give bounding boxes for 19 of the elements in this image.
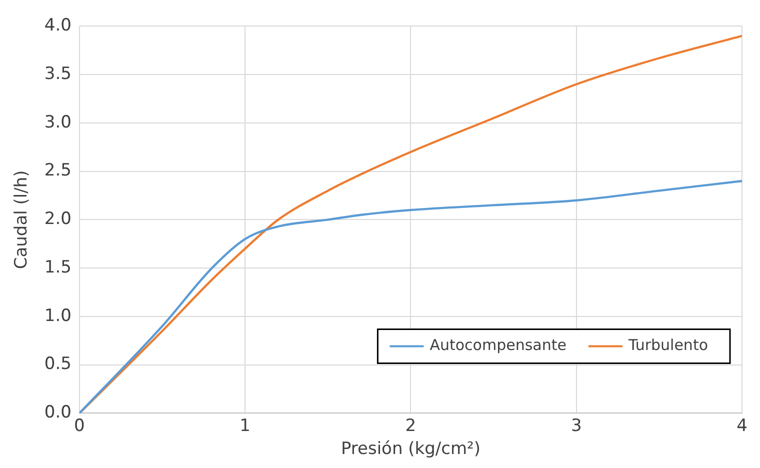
legend-label: Turbulento xyxy=(627,336,708,354)
x-tick-label: 2 xyxy=(405,416,416,436)
x-tick-label: 0 xyxy=(74,416,85,436)
y-tick-label: 3.0 xyxy=(44,112,72,132)
x-tick-label: 4 xyxy=(736,416,748,436)
line-series xyxy=(79,180,742,414)
y-tick-label: 3.5 xyxy=(44,64,72,84)
y-axis-title: Caudal (l/h) xyxy=(12,170,32,270)
legend-label: Autocompensante xyxy=(430,336,566,354)
y-tick-label: 2.5 xyxy=(44,160,72,181)
y-tick-label: 1.5 xyxy=(44,257,72,278)
x-tick-label: 3 xyxy=(570,416,582,436)
y-tick-label: 1.0 xyxy=(44,306,72,326)
x-tick-label: 1 xyxy=(240,416,250,436)
x-axis-title: Presión (kg/cm²) xyxy=(340,439,480,460)
y-tick-label: 2.0 xyxy=(44,209,72,230)
y-tick-label: 0.5 xyxy=(44,354,72,374)
y-tick-label: 4.0 xyxy=(44,16,72,36)
y-tick-label: 0.0 xyxy=(44,402,72,423)
